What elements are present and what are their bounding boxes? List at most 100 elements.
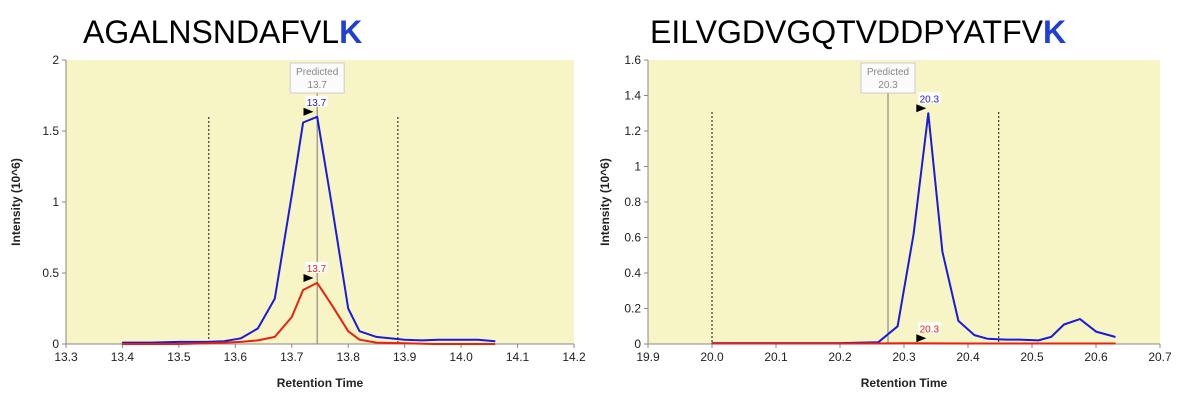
x-tick-label-0-2: 13.5 bbox=[167, 350, 191, 364]
peak-marker-1-1 bbox=[916, 334, 927, 343]
data-point-0-0-6 bbox=[257, 327, 259, 329]
data-point-0-1-12 bbox=[347, 330, 349, 332]
y-tick-label-0-0: 0 bbox=[52, 337, 59, 351]
peak-label-0-0: 13.7 bbox=[307, 98, 327, 109]
plot-area-1 bbox=[648, 60, 1160, 344]
data-point-0-1-17 bbox=[460, 343, 462, 345]
y-tick-label-0-1: 0.5 bbox=[42, 266, 59, 280]
data-point-0-1-5 bbox=[240, 341, 242, 343]
x-tick-label-0-1: 13.4 bbox=[111, 350, 135, 364]
data-point-0-1-2 bbox=[178, 343, 180, 345]
peak-marker-1-0 bbox=[916, 104, 927, 113]
data-point-0-1-7 bbox=[274, 336, 276, 338]
data-point-0-0-3 bbox=[206, 341, 208, 343]
chart-title-left-last: K bbox=[339, 14, 363, 50]
data-point-1-0-13 bbox=[1037, 339, 1039, 342]
data-point-1-1-6 bbox=[1114, 342, 1116, 345]
peak-label-0-1: 13.7 bbox=[307, 264, 327, 275]
x-tick-label-1-7: 20.6 bbox=[1084, 350, 1108, 364]
data-point-1-0-7 bbox=[941, 251, 944, 253]
x-tick-label-0-9: 14.2 bbox=[562, 350, 586, 364]
x-tick-label-1-8: 20.7 bbox=[1148, 350, 1172, 364]
y-tick-label-1-0: 0 bbox=[634, 337, 641, 351]
y-tick-label-1-6: 1.2 bbox=[624, 124, 641, 138]
data-point-1-0-16 bbox=[1079, 318, 1081, 320]
x-tick-label-0-4: 13.7 bbox=[280, 350, 304, 364]
data-point-0-1-18 bbox=[494, 343, 496, 345]
data-point-0-1-9 bbox=[302, 289, 304, 291]
data-point-1-1-0 bbox=[711, 342, 713, 345]
x-tick-label-0-7: 14.0 bbox=[449, 350, 473, 364]
data-point-1-0-6 bbox=[927, 112, 929, 114]
data-point-0-0-16 bbox=[421, 339, 423, 342]
predicted-label-1: Predicted bbox=[867, 67, 909, 78]
data-point-1-0-4 bbox=[897, 325, 899, 327]
x-tick-label-1-3: 20.2 bbox=[828, 350, 852, 364]
data-point-0-1-11 bbox=[330, 303, 332, 305]
data-point-1-0-10 bbox=[986, 338, 988, 340]
data-point-0-1-1 bbox=[150, 343, 152, 345]
data-point-1-0-18 bbox=[1114, 336, 1116, 338]
x-tick-label-0-0: 13.3 bbox=[54, 350, 78, 364]
data-point-0-0-0 bbox=[121, 341, 124, 344]
plot-1: 0 0.2 0.4 0.6 0.8 1 1.2 1.4 1.6 19.9 20.0 20.1 20.2 2… bbox=[598, 53, 1172, 390]
data-point-0-0-17 bbox=[437, 339, 440, 341]
peak-label-bg-1-0 bbox=[918, 92, 941, 104]
y-tick-label-1-3: 0.6 bbox=[624, 231, 641, 245]
peak-marker-0-1 bbox=[303, 273, 314, 282]
data-point-0-0-19 bbox=[477, 339, 479, 341]
data-point-0-1-10 bbox=[316, 282, 318, 284]
data-point-1-0-8 bbox=[957, 320, 960, 322]
data-point-1-0-9 bbox=[973, 334, 976, 336]
data-point-0-1-3 bbox=[206, 342, 208, 344]
data-point-1-0-5 bbox=[913, 233, 915, 235]
data-point-0-0-11 bbox=[330, 201, 332, 203]
peak-label-bg-0-0 bbox=[305, 95, 328, 107]
peak-marker-0-0 bbox=[303, 107, 314, 116]
peak-label-bg-1-1 bbox=[918, 322, 941, 334]
x-tick-label-1-6: 20.5 bbox=[1020, 350, 1044, 364]
data-point-0-0-10 bbox=[316, 116, 318, 118]
chart-title-right: EILVGDVGQTVDDPYATFVK bbox=[650, 14, 1066, 51]
x-tick-label-1-0: 19.9 bbox=[636, 350, 660, 364]
chart-title-left-main: AGALNSNDAFVL bbox=[83, 14, 340, 50]
data-point-1-1-3 bbox=[903, 342, 905, 344]
data-point-1-0-17 bbox=[1095, 330, 1097, 333]
x-axis-label-0: Retention Time bbox=[277, 376, 364, 390]
predicted-value-0: 13.7 bbox=[307, 80, 327, 91]
x-tick-label-1-2: 20.1 bbox=[764, 350, 788, 364]
x-tick-label-0-5: 13.8 bbox=[337, 350, 361, 364]
data-point-0-0-4 bbox=[223, 340, 225, 342]
data-point-0-1-14 bbox=[375, 341, 378, 344]
data-point-1-1-4 bbox=[967, 342, 969, 345]
x-tick-label-0-8: 14.1 bbox=[506, 350, 530, 364]
x-tick-label-0-3: 13.6 bbox=[224, 350, 248, 364]
predicted-value-1: 20.3 bbox=[878, 80, 898, 91]
y-tick-label-1-8: 1.6 bbox=[624, 53, 641, 67]
data-point-0-1-13 bbox=[358, 339, 361, 341]
data-point-1-0-11 bbox=[1005, 338, 1008, 341]
data-point-0-1-15 bbox=[404, 342, 406, 344]
data-point-0-0-20 bbox=[494, 340, 496, 342]
y-tick-label-1-7: 1.4 bbox=[624, 89, 641, 103]
x-tick-label-1-1: 20.0 bbox=[700, 350, 724, 364]
chart-title-right-last: K bbox=[1042, 14, 1067, 50]
plot-0: 0 0.5 1 1.5 2 13.3 13.4 13.5 13.6 13.7 13.8 13.9 14.… bbox=[9, 53, 586, 390]
peak-label-bg-0-1 bbox=[305, 261, 328, 273]
plot-area-0 bbox=[66, 60, 574, 344]
y-tick-label-1-5: 1 bbox=[634, 160, 641, 174]
data-point-0-0-15 bbox=[404, 339, 406, 341]
y-tick-label-1-4: 0.8 bbox=[624, 195, 641, 209]
data-point-0-0-13 bbox=[358, 330, 361, 332]
data-point-0-0-12 bbox=[347, 307, 349, 310]
data-point-1-1-1 bbox=[775, 342, 777, 345]
peak-label-1-0: 20.3 bbox=[920, 94, 940, 105]
data-point-0-1-8 bbox=[291, 316, 293, 318]
y-tick-label-0-2: 1 bbox=[52, 195, 59, 209]
x-tick-label-1-5: 20.4 bbox=[956, 350, 980, 364]
data-point-0-0-7 bbox=[274, 297, 276, 300]
x-tick-label-1-4: 20.3 bbox=[892, 350, 916, 364]
data-point-0-0-9 bbox=[302, 121, 304, 124]
peak-label-1-1: 20.3 bbox=[920, 324, 940, 335]
